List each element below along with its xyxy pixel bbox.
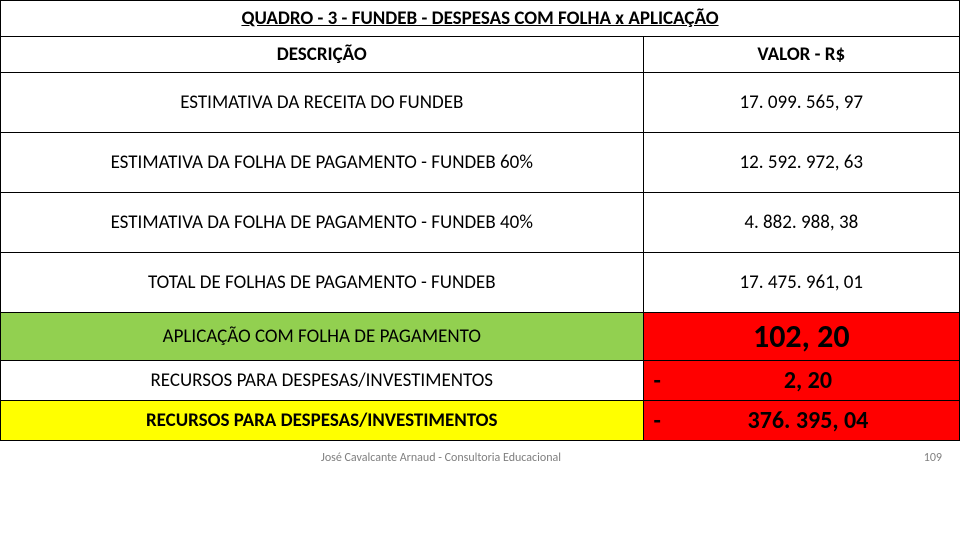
row-value: 4. 882. 988, 38	[643, 193, 959, 253]
table-row-highlight-green: APLICAÇÃO COM FOLHA DE PAGAMENTO 102, 20	[1, 313, 960, 361]
row-desc: APLICAÇÃO COM FOLHA DE PAGAMENTO	[1, 313, 644, 361]
table-title: QUADRO - 3 - FUNDEB - DESPESAS COM FOLHA…	[1, 1, 960, 37]
row-value: 102, 20	[643, 313, 959, 361]
table-row: TOTAL DE FOLHAS DE PAGAMENTO - FUNDEB 17…	[1, 253, 960, 313]
row-value: 17. 099. 565, 97	[643, 73, 959, 133]
row-value-text: 2, 20	[661, 366, 955, 395]
row-value: - 376. 395, 04	[643, 401, 959, 441]
header-row: DESCRIÇÃO VALOR - R$	[1, 37, 960, 73]
row-desc: ESTIMATIVA DA RECEITA DO FUNDEB	[1, 73, 644, 133]
footer: José Cavalcante Arnaud - Consultoria Edu…	[0, 441, 960, 465]
row-desc: RECURSOS PARA DESPESAS/INVESTIMENTOS	[1, 361, 644, 401]
table-row-highlight-yellow: RECURSOS PARA DESPESAS/INVESTIMENTOS - 3…	[1, 401, 960, 441]
fundeb-table: QUADRO - 3 - FUNDEB - DESPESAS COM FOLHA…	[0, 0, 960, 441]
header-value: VALOR - R$	[643, 37, 959, 73]
row-value: 12. 592. 972, 63	[643, 133, 959, 193]
row-desc: TOTAL DE FOLHAS DE PAGAMENTO - FUNDEB	[1, 253, 644, 313]
negative-sign: -	[648, 406, 661, 435]
table-row: RECURSOS PARA DESPESAS/INVESTIMENTOS - 2…	[1, 361, 960, 401]
row-value: 17. 475. 961, 01	[643, 253, 959, 313]
row-desc: ESTIMATIVA DA FOLHA DE PAGAMENTO - FUNDE…	[1, 133, 644, 193]
page-number: 109	[882, 451, 942, 465]
table-row: ESTIMATIVA DA FOLHA DE PAGAMENTO - FUNDE…	[1, 133, 960, 193]
row-value-text: 376. 395, 04	[661, 406, 955, 435]
title-row: QUADRO - 3 - FUNDEB - DESPESAS COM FOLHA…	[1, 1, 960, 37]
table-row: ESTIMATIVA DA RECEITA DO FUNDEB 17. 099.…	[1, 73, 960, 133]
footer-author: José Cavalcante Arnaud - Consultoria Edu…	[0, 451, 882, 465]
header-desc: DESCRIÇÃO	[1, 37, 644, 73]
row-desc: ESTIMATIVA DA FOLHA DE PAGAMENTO - FUNDE…	[1, 193, 644, 253]
row-value: - 2, 20	[643, 361, 959, 401]
negative-sign: -	[648, 366, 661, 395]
row-desc: RECURSOS PARA DESPESAS/INVESTIMENTOS	[1, 401, 644, 441]
table-row: ESTIMATIVA DA FOLHA DE PAGAMENTO - FUNDE…	[1, 193, 960, 253]
